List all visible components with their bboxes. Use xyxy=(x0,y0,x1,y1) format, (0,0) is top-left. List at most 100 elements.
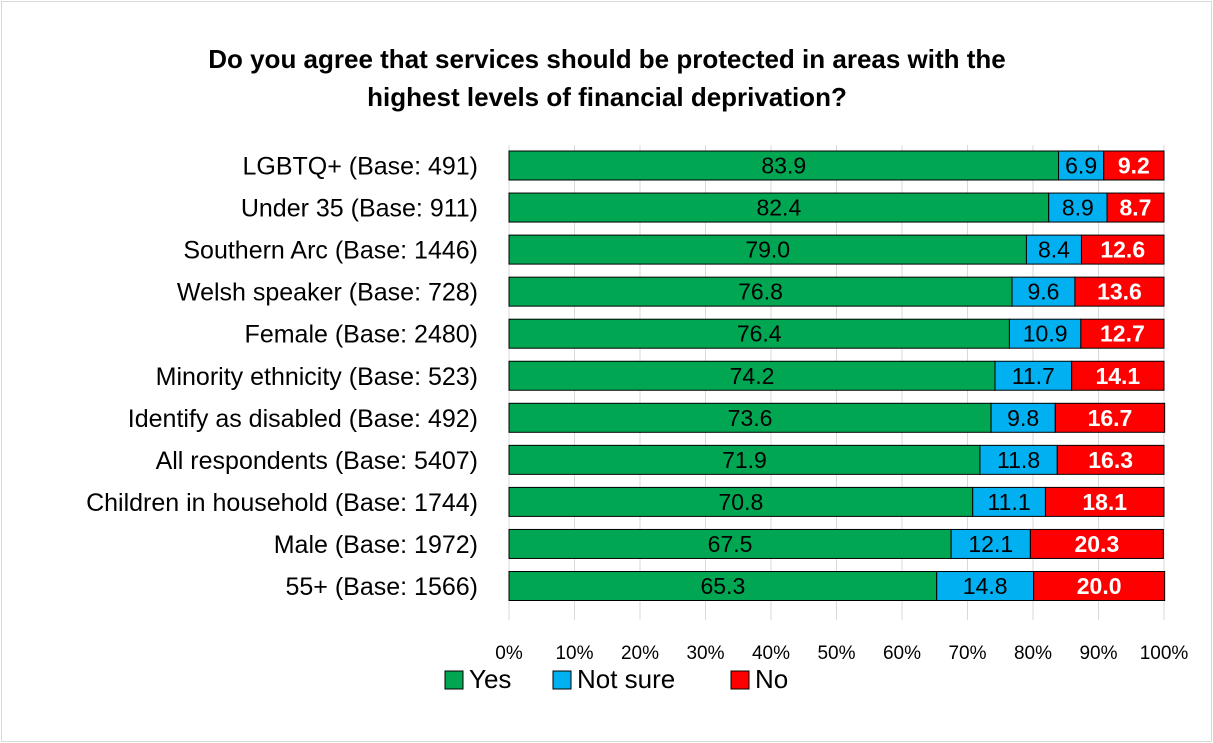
bar-segment-yes xyxy=(508,276,1013,307)
data-label: 76.8 xyxy=(738,279,783,305)
category-label: Under 35 (Base: 911) xyxy=(241,195,478,223)
data-label: 12.6 xyxy=(1100,237,1145,263)
bar-row: 70.8 11.1 18.1 xyxy=(508,486,1165,517)
category-labels: LGBTQ+ (Base: 491) Under 35 (Base: 911) So… xyxy=(86,153,478,602)
bar-row: 74.2 11.7 14.1 xyxy=(508,360,1165,391)
x-tick-label: 10% xyxy=(555,643,593,664)
x-axis-ticks: 0% 10% 20% 30% 40% 50% 60% 70% 80% 90% 100% xyxy=(495,643,1188,664)
bar-row: 67.5 12.1 20.3 xyxy=(508,528,1164,559)
bar-row: 79.0 8.4 12.6 xyxy=(508,234,1165,265)
data-label: 16.3 xyxy=(1088,447,1133,473)
category-label: Minority ethnicity (Base: 523) xyxy=(156,363,478,391)
bar-row: 83.9 6.9 9.2 xyxy=(508,150,1165,181)
bar-segment-not-sure xyxy=(1048,192,1108,223)
data-label: 70.8 xyxy=(718,489,763,515)
bar-segment-yes xyxy=(508,444,981,475)
data-label: 12.1 xyxy=(968,531,1013,557)
data-label: 6.9 xyxy=(1065,153,1097,179)
bar-segment-yes xyxy=(508,360,996,391)
x-tick-label: 100% xyxy=(1140,643,1189,664)
bar-segment-yes xyxy=(508,318,1010,349)
data-label: 11.8 xyxy=(997,447,1040,473)
data-label: 74.2 xyxy=(730,363,775,389)
x-tick-label: 20% xyxy=(621,643,659,664)
category-label: 55+ (Base: 1566) xyxy=(286,573,479,601)
bar-row: 76.8 9.6 13.6 xyxy=(508,276,1165,307)
data-label: 9.6 xyxy=(1027,279,1059,305)
x-tick-label: 0% xyxy=(495,643,523,664)
bar-segment-no xyxy=(1106,192,1165,223)
data-label: 12.7 xyxy=(1100,321,1145,347)
x-tick-label: 60% xyxy=(883,643,921,664)
chart-title: Do you agree that services should be pro… xyxy=(208,44,1006,112)
data-label: 8.9 xyxy=(1062,195,1094,221)
category-label: Southern Arc (Base: 1446) xyxy=(183,237,478,265)
data-label: 20.0 xyxy=(1077,573,1122,599)
bar-segment-no xyxy=(1080,318,1165,349)
data-label: 82.4 xyxy=(756,195,801,221)
x-tick-label: 30% xyxy=(686,643,724,664)
data-label: 11.7 xyxy=(1012,363,1055,389)
bar-segment-no xyxy=(1071,360,1165,391)
legend-label: No xyxy=(755,664,788,694)
category-label: Identify as disabled (Base: 492) xyxy=(128,405,478,433)
category-label: All respondents (Base: 5407) xyxy=(156,447,478,475)
data-label: 71.9 xyxy=(722,447,767,473)
legend-label: Yes xyxy=(469,664,511,694)
category-label: Welsh speaker (Base: 728) xyxy=(177,279,478,307)
data-label: 13.6 xyxy=(1097,279,1142,305)
data-label: 83.9 xyxy=(761,153,806,179)
bar-row: 65.3 14.8 20.0 xyxy=(508,571,1166,601)
bar-segment-yes xyxy=(508,571,938,601)
legend-swatch xyxy=(552,670,572,690)
data-label: 8.4 xyxy=(1038,237,1070,263)
data-label: 11.1 xyxy=(988,489,1031,515)
bar-segment-no xyxy=(1103,150,1165,181)
chart-title-line: Do you agree that services should be pro… xyxy=(208,44,1006,74)
data-label: 8.7 xyxy=(1120,195,1152,221)
x-tick-label: 50% xyxy=(817,643,855,664)
data-label: 20.3 xyxy=(1074,531,1119,557)
bar-segment-no xyxy=(1044,486,1165,517)
bar-row: 82.4 8.9 8.7 xyxy=(508,192,1165,223)
bar-segment-not-sure xyxy=(990,402,1056,433)
data-label: 14.8 xyxy=(963,573,1008,599)
legend-item: Not sure xyxy=(552,664,675,694)
data-label: 14.1 xyxy=(1095,363,1140,389)
x-tick-label: 70% xyxy=(948,643,986,664)
chart-title-line: highest levels of financial deprivation? xyxy=(367,82,847,112)
bar-segment-not-sure xyxy=(979,444,1058,475)
x-tick-label: 80% xyxy=(1014,643,1052,664)
bar-segment-no xyxy=(1029,528,1164,559)
bar-segment-not-sure xyxy=(1058,150,1105,181)
bar-segment-no xyxy=(1074,276,1165,307)
bar-segment-yes xyxy=(508,402,992,433)
bar-row: 76.4 10.9 12.7 xyxy=(508,318,1165,349)
data-label: 16.7 xyxy=(1088,405,1133,431)
data-label: 79.0 xyxy=(745,237,790,263)
bar-segment-no xyxy=(1056,444,1165,475)
category-label: Female (Base: 2480) xyxy=(245,321,478,349)
data-label: 67.5 xyxy=(708,531,753,557)
data-label: 9.2 xyxy=(1118,153,1150,179)
legend-label: Not sure xyxy=(577,664,675,694)
bar-segment-no xyxy=(1054,402,1166,433)
data-label: 18.1 xyxy=(1082,489,1127,515)
bar-segment-yes xyxy=(508,234,1027,265)
bar-segment-not-sure xyxy=(950,528,1031,559)
data-label: 9.8 xyxy=(1007,405,1039,431)
data-label: 76.4 xyxy=(737,321,782,347)
bar-segment-yes xyxy=(508,486,974,517)
legend-item: No xyxy=(730,664,788,694)
category-label: Male (Base: 1972) xyxy=(274,531,478,559)
legend-swatch xyxy=(444,670,464,690)
data-label: 10.9 xyxy=(1023,321,1068,347)
category-label: LGBTQ+ (Base: 491) xyxy=(242,153,478,181)
x-tick-label: 40% xyxy=(752,643,790,664)
x-tick-label: 90% xyxy=(1079,643,1117,664)
data-label: 73.6 xyxy=(728,405,773,431)
bars: 83.9 6.9 9.2 82.4 8.9 8.7 79.0 8.4 12.6 76.8 9.6 13… xyxy=(508,150,1166,601)
legend-swatch xyxy=(730,670,750,690)
data-label: 65.3 xyxy=(700,573,745,599)
